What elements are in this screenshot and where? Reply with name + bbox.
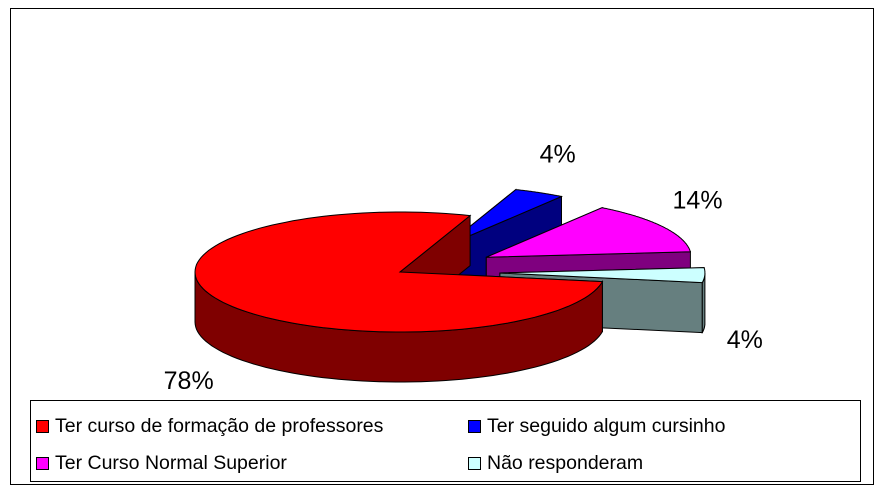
pie-slice xyxy=(486,207,692,258)
legend-swatch xyxy=(468,420,481,433)
data-label: 4% xyxy=(727,326,763,354)
legend-label: Ter seguido algum cursinho xyxy=(487,415,726,437)
legend-label: Ter Curso Normal Superior xyxy=(55,452,287,474)
pie-slice xyxy=(445,189,563,247)
data-label: 14% xyxy=(673,186,723,214)
data-label: 4% xyxy=(540,141,576,169)
legend-swatch xyxy=(36,457,49,470)
pie-slice xyxy=(194,211,604,333)
legend-label: Ter curso de formação de professores xyxy=(55,415,384,437)
legend-swatch xyxy=(36,420,49,433)
legend-swatch xyxy=(468,457,481,470)
legend-box xyxy=(30,400,861,482)
legend-label: Não responderam xyxy=(487,452,643,474)
pie-slice xyxy=(499,267,706,284)
data-label: 78% xyxy=(164,367,214,395)
